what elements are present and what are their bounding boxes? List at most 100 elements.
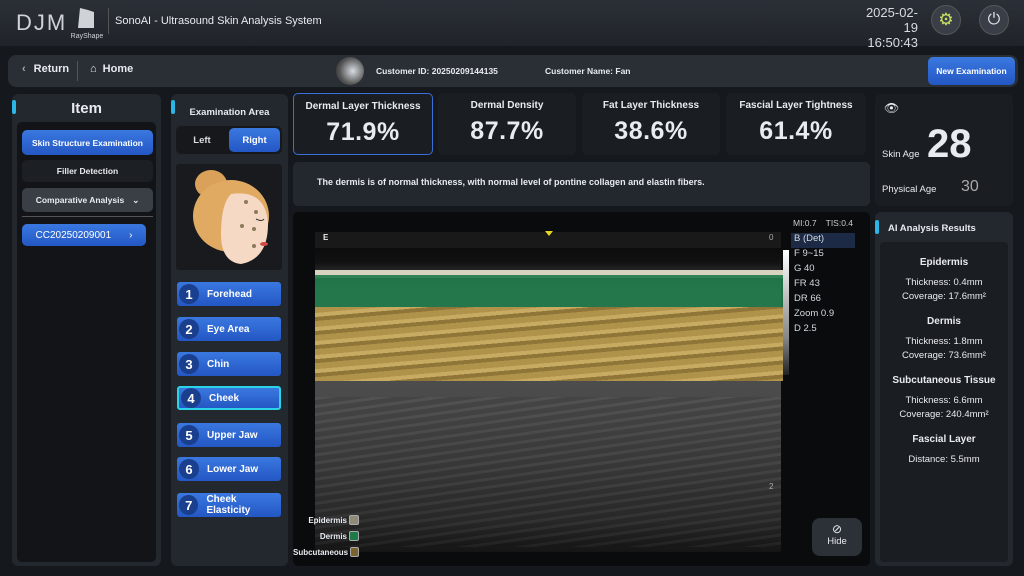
- metric-label: Fat Layer Thickness: [602, 100, 700, 111]
- panel-title: Examination Area: [189, 107, 270, 118]
- rayshape-logo: RayShape: [68, 6, 106, 40]
- section-line: Thickness: 1.8mm: [905, 336, 983, 347]
- area-number: 1: [179, 284, 199, 304]
- analysis-description: The dermis is of normal thickness, with …: [293, 162, 870, 206]
- subcutaneous-layer: [315, 307, 783, 381]
- filler-detection-button[interactable]: Filler Detection: [22, 160, 153, 182]
- metric-value: 71.9%: [326, 118, 400, 146]
- metric-value: 38.6%: [614, 117, 688, 145]
- area-cheek-elasticity[interactable]: 7 Cheek Elasticity: [177, 493, 281, 517]
- section-title: Subcutaneous Tissue: [892, 375, 996, 386]
- power-icon[interactable]: ⏻: [979, 5, 1009, 35]
- skin-age-value: 28: [927, 122, 972, 166]
- examination-area-panel: Examination Area Left Right: [171, 94, 288, 566]
- metric-card[interactable]: Fat Layer Thickness 38.6%: [582, 93, 720, 155]
- physical-age-value: 30: [961, 178, 979, 195]
- area-lower-jaw[interactable]: 6 Lower Jaw: [177, 457, 281, 481]
- param: G 40: [794, 263, 815, 274]
- section-title: Fascial Layer: [912, 434, 976, 445]
- physical-age-label: Physical Age: [882, 184, 937, 195]
- nav-bar: ‹ Return ⌂ Home Customer ID: 2025020914413…: [8, 55, 1018, 87]
- ultrasound-params: B (Det) F 9~15 G 40 FR 43 DR 66 Zoom 0.9…: [791, 233, 855, 338]
- skin-structure-examination-button[interactable]: Skin Structure Examination: [22, 130, 153, 155]
- accent-bar: [12, 100, 16, 114]
- legend-label: Subcutaneous: [293, 547, 349, 557]
- face-diagram: [176, 164, 282, 270]
- param: Zoom 0.9: [794, 308, 835, 319]
- layer-legend: Epidermis Dermis Subcutaneous: [293, 512, 359, 560]
- skin-age-label: Skin Age: [882, 149, 920, 160]
- metric-label: Dermal Density: [470, 100, 544, 111]
- ai-analysis-panel: AI Analysis Results Epidermis Thickness: …: [875, 212, 1013, 566]
- metric-card[interactable]: Fascial Layer Tightness 61.4%: [726, 93, 866, 155]
- metric-label: Fascial Layer Tightness: [739, 100, 853, 111]
- left-side-button[interactable]: Left: [193, 134, 211, 146]
- area-upper-jaw[interactable]: 5 Upper Jaw: [177, 423, 281, 447]
- area-number: 6: [179, 459, 199, 479]
- record-item[interactable]: CC20250209001 ›: [22, 224, 146, 246]
- chevron-left-icon: ‹: [22, 63, 26, 75]
- area-number: 3: [179, 354, 199, 374]
- section-line: Distance: 5.5mm: [908, 454, 980, 465]
- ai-title: AI Analysis Results: [888, 223, 976, 234]
- chevron-right-icon: ›: [129, 229, 133, 241]
- area-chin[interactable]: 3 Chin: [177, 352, 281, 376]
- mode: B (Det): [791, 233, 855, 248]
- app-title: SonoAI - Ultrasound Skin Analysis System: [115, 15, 322, 27]
- top-bar: DJM RayShape SonoAI - Ultrasound Skin An…: [0, 0, 1024, 50]
- legend-item[interactable]: Dermis: [293, 528, 359, 544]
- param: D 2.5: [794, 323, 817, 334]
- customer-name: Customer Name: Fan: [545, 66, 631, 76]
- section-line: Coverage: 73.6mm²: [902, 350, 986, 361]
- ai-section: Dermis Thickness: 1.8mm Coverage: 73.6mm²: [880, 316, 1008, 361]
- section-line: Coverage: 240.4mm²: [899, 409, 989, 420]
- customer-id: Customer ID: 20250209144135: [376, 66, 498, 76]
- accent-bar: [171, 100, 175, 114]
- area-label: Lower Jaw: [207, 463, 259, 475]
- age-card: 👁 Skin Age 28 Physical Age 30: [875, 94, 1013, 206]
- ai-section: Epidermis Thickness: 0.4mm Coverage: 17.6m…: [880, 257, 1008, 302]
- gray-scale-bar: [783, 250, 789, 375]
- area-label: Eye Area: [207, 323, 250, 335]
- area-number: 5: [179, 425, 199, 445]
- home-button[interactable]: ⌂ Home: [90, 63, 134, 75]
- focus-marker-icon: [545, 231, 553, 236]
- area-number: 7: [179, 495, 199, 515]
- panel-title: Item: [71, 100, 102, 117]
- legend-item[interactable]: Subcutaneous: [293, 544, 359, 560]
- item-panel: Item Skin Structure Examination Filler D…: [12, 94, 161, 566]
- new-examination-button[interactable]: New Examination: [928, 57, 1015, 85]
- return-button[interactable]: ‹ Return: [22, 63, 70, 75]
- legend-item[interactable]: Epidermis: [293, 512, 359, 528]
- divider: [108, 8, 109, 34]
- metric-value: 61.4%: [759, 117, 833, 145]
- legend-label: Epidermis: [308, 515, 347, 525]
- area-forehead[interactable]: 1 Forehead: [177, 282, 281, 306]
- depth-0: 0: [769, 233, 774, 242]
- settings-icon[interactable]: ⚙: [931, 5, 961, 35]
- area-label: Upper Jaw: [207, 429, 258, 441]
- comparative-analysis-dropdown[interactable]: Comparative Analysis ⌄: [22, 188, 153, 212]
- area-number: 4: [181, 388, 201, 408]
- chevron-down-icon: ⌄: [132, 194, 140, 205]
- legend-label: Dermis: [319, 531, 347, 541]
- eye-icon[interactable]: 👁: [884, 101, 900, 115]
- section-line: Coverage: 17.6mm²: [902, 291, 986, 302]
- avatar: [336, 57, 364, 85]
- right-side-button[interactable]: Right: [229, 128, 280, 152]
- area-eye-area[interactable]: 2 Eye Area: [177, 317, 281, 341]
- divider: [22, 216, 153, 217]
- metric-card[interactable]: Dermal Layer Thickness 71.9%: [293, 93, 433, 155]
- param: F 9~15: [794, 248, 824, 259]
- param: DR 66: [794, 293, 821, 304]
- area-cheek[interactable]: 4 Cheek: [177, 386, 281, 410]
- legend-swatch: [349, 531, 359, 541]
- hide-button[interactable]: ⊘ Hide: [812, 518, 862, 556]
- accent-bar: [875, 220, 879, 234]
- ai-section: Subcutaneous Tissue Thickness: 6.6mm Cover…: [880, 375, 1008, 420]
- ai-section: Fascial Layer Distance: 5.5mm: [880, 434, 1008, 465]
- djm-logo: DJM: [16, 10, 68, 35]
- section-title: Dermis: [927, 316, 961, 327]
- metric-card[interactable]: Dermal Density 87.7%: [438, 93, 576, 155]
- epidermis-layer: [315, 270, 783, 278]
